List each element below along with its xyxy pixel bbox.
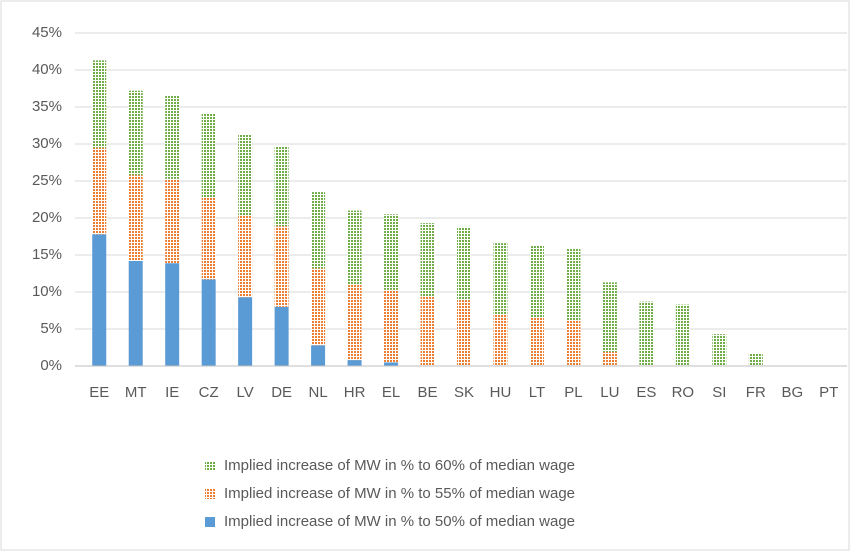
bar-segment [420,223,435,297]
legend-swatch [205,517,215,527]
x-tick-label: LT [529,384,545,401]
bar-segment [274,146,289,227]
bar-segment [493,243,508,315]
y-tick-label: 45% [32,24,62,41]
bar-segment [311,345,326,366]
y-tick-label: 15% [32,246,62,263]
bar-segment [748,353,763,366]
bar-segment [311,268,326,346]
bar-segment [384,214,399,290]
bar-segment [347,360,362,366]
x-tick-label: BG [781,384,803,401]
y-tick-label: 20% [32,209,62,226]
bar-segment [92,60,107,148]
x-tick-label: BE [418,384,438,401]
bar-segment [457,300,471,366]
bar-segment [493,314,508,366]
bar-segment [165,95,180,179]
x-tick-label: LU [600,384,619,401]
bar-segment [274,306,289,366]
x-tick-label: PT [819,384,838,401]
bar-segment [566,320,581,366]
legend-label: Implied increase of MW in % to 50% of me… [224,513,575,530]
legend-label: Implied increase of MW in % to 60% of me… [224,457,575,474]
x-tick-label: HU [490,384,512,401]
bar-segment [639,301,654,366]
bar-segment [347,284,362,361]
x-tick-label: NL [309,384,328,401]
bar-segment [92,147,107,235]
x-tick-label: EL [382,384,400,401]
bar-segment [384,362,399,366]
bar-segment [128,175,143,261]
y-tick-label: 0% [40,357,62,374]
bar-segment [201,113,216,198]
x-tick-label: FR [746,384,766,401]
bar-segment [238,297,253,366]
x-tick-label: DE [271,384,292,401]
y-tick-label: 30% [32,135,62,152]
bar-segment [602,282,617,352]
bar-segment [420,296,435,366]
y-tick-label: 10% [32,283,62,300]
x-tick-label: SI [712,384,726,401]
bar-segment [347,210,362,285]
x-tick-label: RO [672,384,695,401]
legend-swatch [205,489,215,499]
bar-segment [384,289,399,363]
x-tick-label: EE [89,384,109,401]
y-tick-label: 5% [40,320,62,337]
bar-segment [311,192,326,269]
bar-segment [602,351,617,366]
x-tick-label: CZ [199,384,219,401]
x-tick-label: SK [454,384,474,401]
y-tick-label: 25% [32,172,62,189]
x-tick-label: LV [237,384,254,401]
bar-segment [274,226,289,307]
bar-segment [201,279,216,366]
x-tick-label: HR [344,384,366,401]
bar-segment [201,197,216,280]
bar-segment [675,304,690,366]
legend-label: Implied increase of MW in % to 55% of me… [224,485,575,502]
bar-segment [566,249,581,321]
bar-segment [92,234,107,366]
bar-segment [238,215,253,298]
legend-swatch [205,461,215,471]
y-tick-label: 40% [32,61,62,78]
bar-segment [712,334,727,366]
y-tick-label: 35% [32,98,62,115]
bar-segment [165,178,180,264]
x-tick-label: ES [636,384,656,401]
bar-segment [128,90,143,176]
x-tick-label: MT [125,384,147,401]
bar-segment [238,134,253,216]
bar-segment [529,245,544,318]
bar-segment [529,317,544,366]
bar-segment [128,260,143,366]
bar-segment [165,263,180,366]
bar-segment [457,226,471,301]
x-tick-label: PL [564,384,582,401]
x-tick-label: IE [165,384,179,401]
